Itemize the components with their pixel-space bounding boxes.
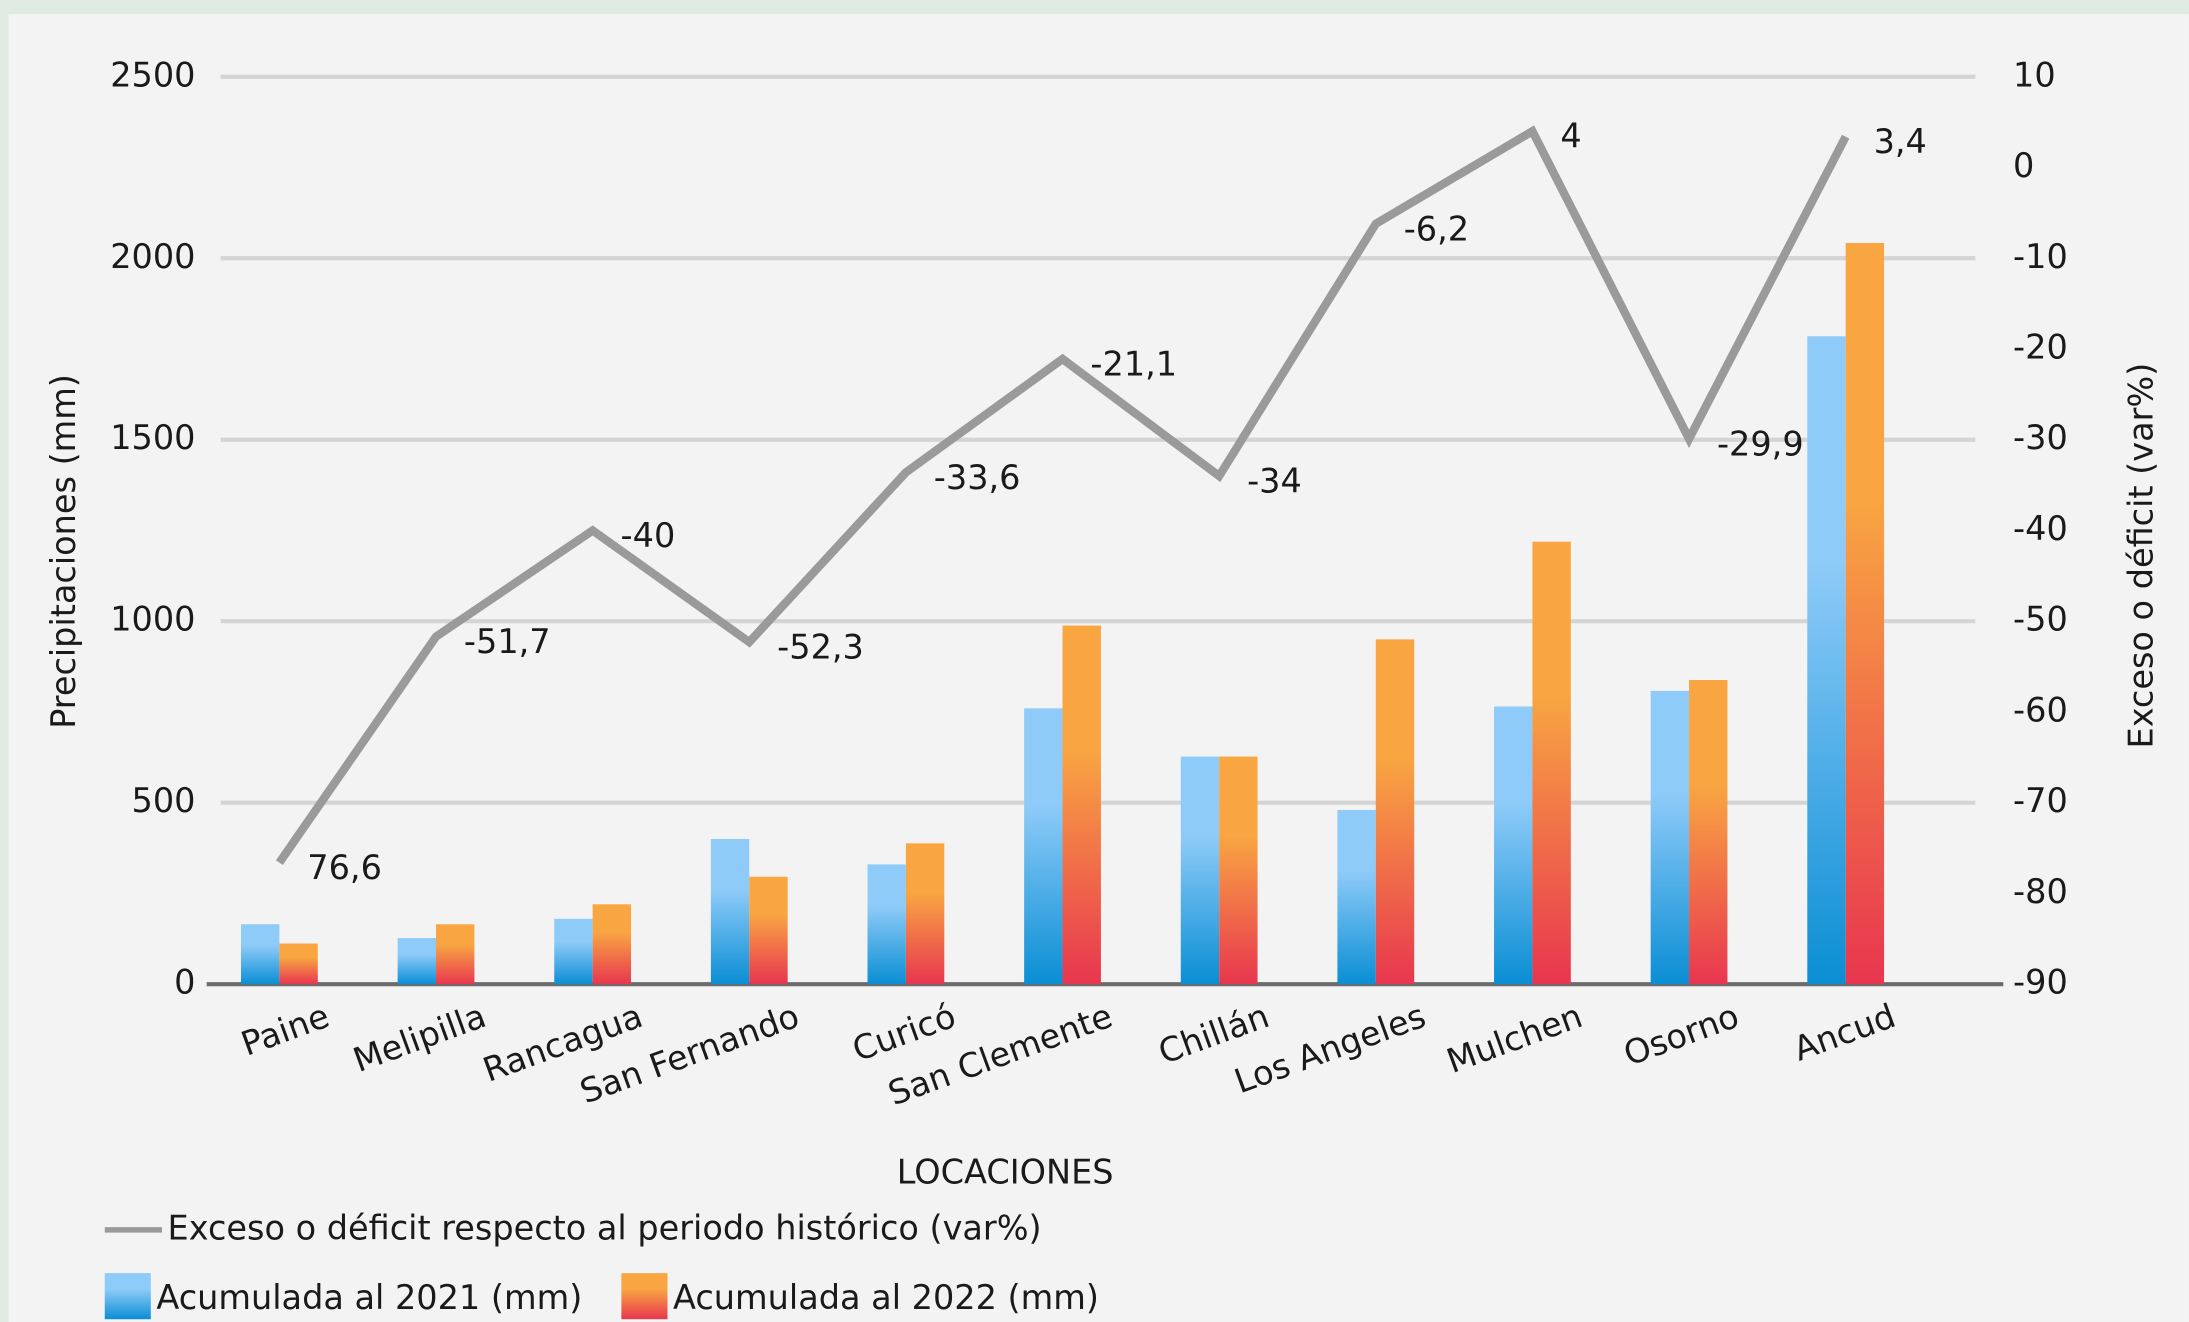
y2-tick-label: -50 [2013,600,2068,639]
bar [1180,756,1220,985]
data-label: -34 [1247,462,1302,501]
bar [554,918,593,985]
bar [1650,690,1690,985]
bar [1494,706,1533,985]
bar [1375,639,1415,985]
bar [1024,708,1063,985]
bar [240,924,280,985]
y-tick-label: 2500 [110,55,195,94]
bar [279,943,318,985]
y2-tick-label: -80 [2013,872,2068,911]
line [275,125,1850,865]
y-tick-label: 0 [174,963,195,1002]
y2-tick-label: -90 [2013,963,2068,1002]
y-axis-title: Precipitaciones (mm) [44,374,83,729]
data-label: -52,3 [777,628,864,667]
data-label: -21,1 [1090,344,1177,383]
bar [397,938,437,985]
bar [749,876,788,985]
y2-tick-label: -70 [2013,781,2068,820]
data-label: -51,7 [464,622,551,661]
data-label: -33,6 [934,458,1021,497]
y2-tick-label: -10 [2013,237,2068,276]
bar [1845,243,1885,985]
legend-swatch [621,1273,668,1320]
bar [1219,756,1258,985]
y2-tick-label: -30 [2013,418,2068,457]
bar [1807,336,1846,985]
legend-swatch [104,1273,151,1320]
y2-tick-label: -60 [2013,690,2068,729]
bar [436,924,475,985]
bar [867,864,906,985]
y-tick-label: 500 [132,781,196,820]
data-label: 76,6 [307,848,382,887]
y2-tick-label: -40 [2013,509,2068,548]
y-tick-label: 1000 [110,600,195,639]
data-label: -6,2 [1404,209,1469,248]
data-label: -40 [621,516,676,555]
bar [1689,680,1728,985]
y-tick-label: 1500 [110,418,195,457]
bar [905,843,945,985]
bar [1062,625,1101,985]
y2-axis-title: Exceso o déficit (var%) [2121,363,2160,749]
data-label: -29,9 [1717,424,1804,463]
x-axis-title: LOCACIONES [897,1153,1114,1192]
y-tick-label: 2000 [110,237,195,276]
legend-label: Acumulada al 2021 (mm) [156,1278,582,1317]
y2-tick-label: 0 [2013,146,2034,185]
legend-label: Exceso o déficit respecto al periodo his… [168,1208,1042,1247]
bar [710,838,750,985]
y2-tick-label: -20 [2013,327,2068,366]
data-label: 4 [1560,117,1581,156]
y2-tick-label: 10 [2013,55,2056,94]
data-label: 3,4 [1874,122,1927,161]
bar [592,904,632,985]
bar [1337,809,1376,985]
bar [1532,541,1571,985]
legend-label: Acumulada al 2022 (mm) [673,1278,1099,1317]
